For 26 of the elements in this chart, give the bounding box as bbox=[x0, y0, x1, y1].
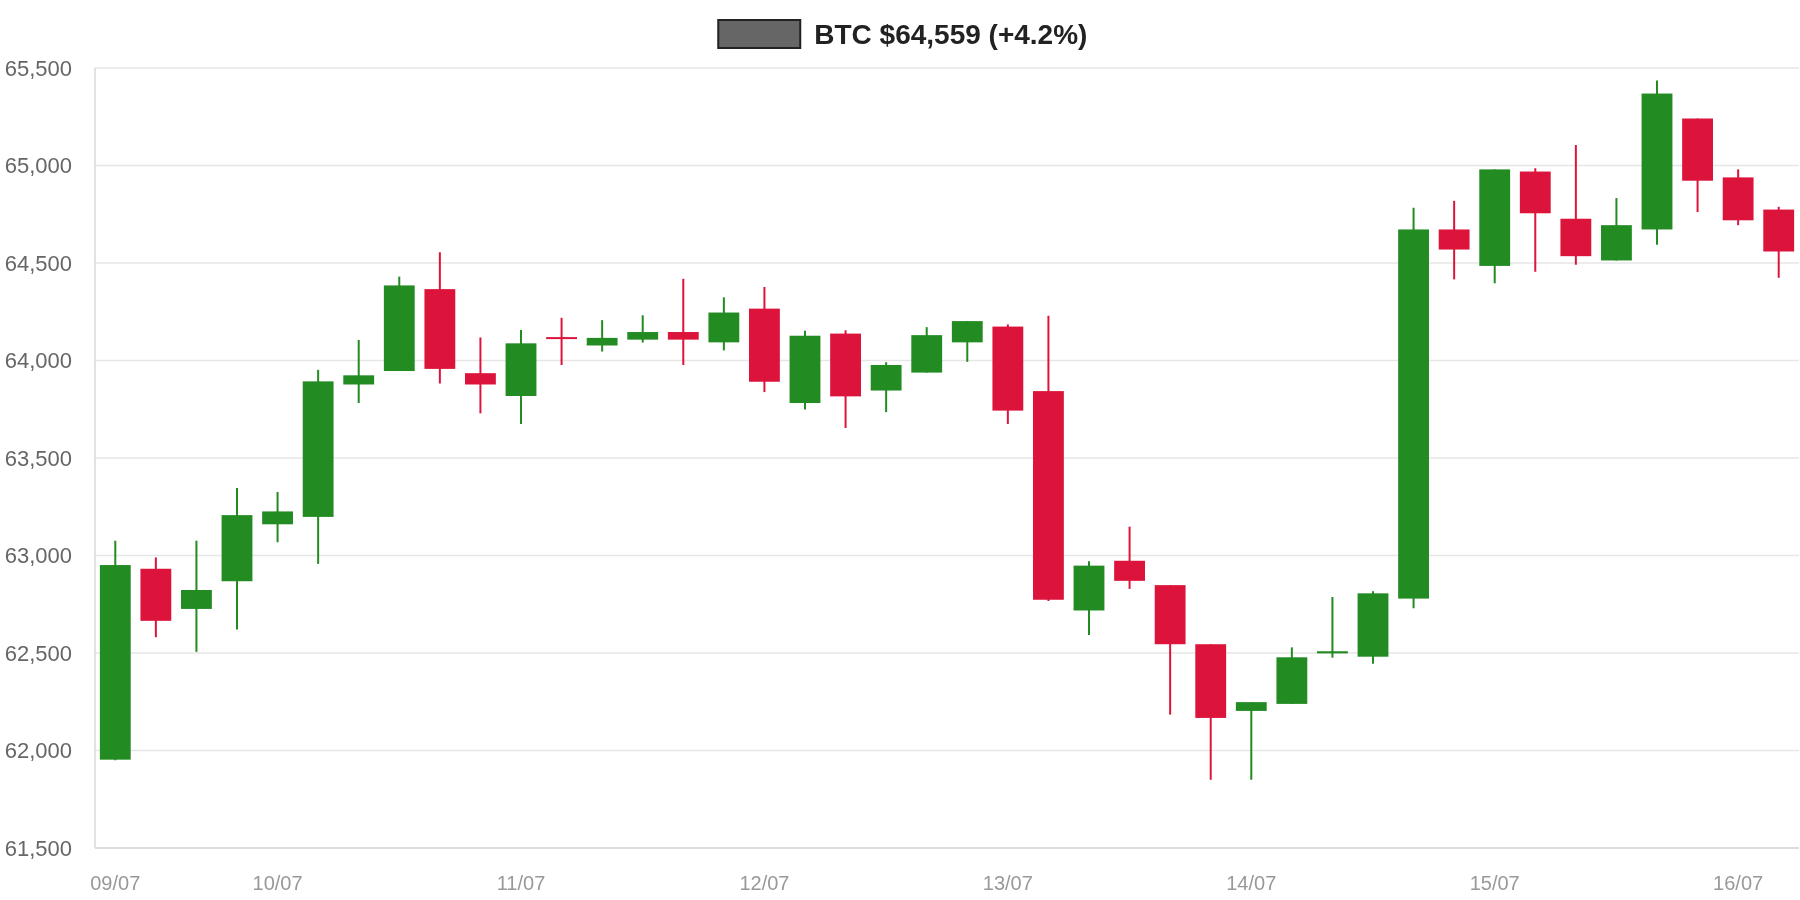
y-tick-label: 61,500 bbox=[4, 835, 72, 861]
candlestick bbox=[1317, 596, 1348, 659]
x-tick-label: 11/07 bbox=[496, 872, 546, 894]
x-tick-label: 09/07 bbox=[90, 872, 141, 894]
candlestick bbox=[546, 316, 577, 366]
x-tick-label: 14/07 bbox=[1226, 872, 1277, 894]
x-tick-label: 15/07 bbox=[1469, 872, 1520, 894]
y-tick-label: 65,500 bbox=[4, 55, 72, 81]
candlestick bbox=[343, 339, 375, 405]
y-tick-label: 64,000 bbox=[4, 348, 72, 374]
y-tick-label: 64,500 bbox=[4, 250, 72, 276]
y-tick-label: 65,000 bbox=[4, 153, 72, 179]
x-tick-label: 12/07 bbox=[739, 872, 790, 894]
y-tick-label: 62,500 bbox=[4, 640, 72, 666]
candlestick bbox=[627, 314, 659, 344]
candlestick bbox=[465, 336, 496, 415]
candlestick bbox=[667, 277, 699, 366]
y-tick-label: 62,000 bbox=[4, 738, 72, 764]
text: BTC $64,559 (+4.2%) bbox=[814, 18, 1088, 50]
x-tick-label: 13/07 bbox=[982, 872, 1033, 894]
x-tick-label: 10/07 bbox=[252, 872, 303, 894]
candlestick bbox=[1235, 701, 1267, 781]
y-tick-label: 63,500 bbox=[4, 445, 72, 471]
candlestick bbox=[586, 319, 618, 353]
y-tick-label: 63,000 bbox=[4, 543, 72, 569]
x-tick-label: 16/07 bbox=[1713, 872, 1764, 894]
